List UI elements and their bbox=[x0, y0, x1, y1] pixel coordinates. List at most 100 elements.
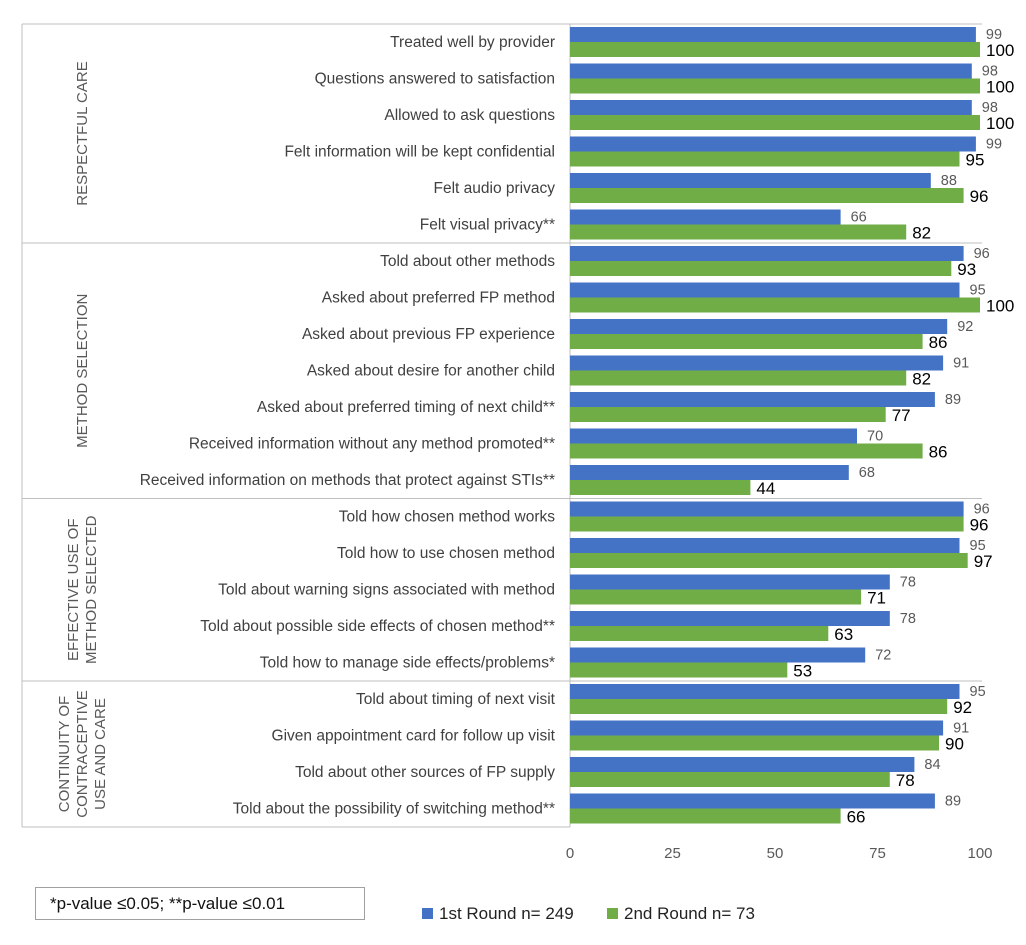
bar-round-2 bbox=[570, 334, 923, 349]
data-label-round-2: 86 bbox=[929, 333, 948, 352]
bar-round-2 bbox=[570, 188, 964, 203]
bar-round-1 bbox=[570, 100, 972, 115]
data-label-round-2: 53 bbox=[793, 662, 812, 681]
bar-round-1 bbox=[570, 209, 841, 225]
category-label: Told how to use chosen method bbox=[337, 545, 555, 562]
bar-round-2 bbox=[570, 78, 980, 94]
bar-round-1 bbox=[570, 428, 857, 444]
bar-round-2 bbox=[570, 224, 907, 240]
data-label-round-2: 86 bbox=[929, 443, 948, 462]
bar-round-1 bbox=[570, 684, 960, 699]
x-tick-label: 50 bbox=[767, 845, 784, 862]
data-label-round-1: 88 bbox=[941, 173, 957, 189]
bar-round-1 bbox=[570, 538, 960, 553]
category-label: Felt visual privacy** bbox=[420, 217, 555, 234]
data-label-round-2: 92 bbox=[953, 698, 972, 717]
category-label: Asked about previous FP experience bbox=[302, 326, 555, 343]
group-label: CONTINUITY OF bbox=[56, 696, 73, 812]
data-label-round-1: 99 bbox=[986, 137, 1002, 153]
bar-round-1 bbox=[570, 647, 866, 663]
bar-round-2 bbox=[570, 735, 939, 751]
category-label: Told about timing of next visit bbox=[356, 691, 556, 708]
bar-round-2 bbox=[570, 480, 751, 495]
data-label-round-1: 89 bbox=[945, 794, 961, 810]
category-label: Told about other sources of FP supply bbox=[295, 764, 555, 781]
bar-round-1 bbox=[570, 501, 964, 517]
category-label: Asked about preferred FP method bbox=[322, 290, 555, 307]
bar-round-1 bbox=[570, 720, 944, 736]
bar-round-2 bbox=[570, 297, 980, 313]
data-label-round-1: 89 bbox=[945, 392, 961, 408]
data-label-round-1: 72 bbox=[875, 648, 891, 664]
legend-swatch-round-2 bbox=[607, 908, 618, 919]
bar-round-1 bbox=[570, 757, 915, 772]
data-label-round-2: 96 bbox=[970, 187, 989, 206]
data-label-round-1: 91 bbox=[953, 721, 969, 737]
data-label-round-2: 90 bbox=[945, 735, 964, 754]
category-label: Told about possible side effects of chos… bbox=[200, 618, 555, 635]
bar-round-2 bbox=[570, 772, 890, 787]
x-tick-label: 25 bbox=[664, 845, 681, 862]
data-label-round-2: 96 bbox=[970, 516, 989, 535]
data-label-round-2: 44 bbox=[756, 479, 775, 498]
group-label: RESPECTFUL CARE bbox=[74, 61, 91, 205]
bar-round-2 bbox=[570, 115, 980, 130]
data-label-round-1: 99 bbox=[986, 27, 1002, 43]
x-tick-label: 75 bbox=[869, 845, 886, 862]
group-label: USE AND CARE bbox=[92, 698, 109, 810]
category-label: Told about other methods bbox=[380, 253, 555, 270]
group-label: METHOD SELECTION bbox=[74, 294, 91, 448]
data-label-round-1: 70 bbox=[867, 429, 883, 445]
data-label-round-2: 100 bbox=[986, 78, 1014, 97]
legend-item-round-2[interactable]: 2nd Round n= 73 bbox=[607, 904, 755, 924]
legend-item-round-1[interactable]: 1st Round n= 249 bbox=[422, 904, 574, 924]
category-label: Told about warning signs associated with… bbox=[218, 582, 555, 599]
category-label: Treated well by provider bbox=[390, 34, 555, 51]
bar-round-2 bbox=[570, 699, 948, 714]
bar-round-2 bbox=[570, 589, 862, 605]
bar-round-1 bbox=[570, 27, 976, 42]
bar-round-1 bbox=[570, 574, 890, 590]
bar-round-1 bbox=[570, 465, 849, 480]
data-label-round-1: 98 bbox=[982, 64, 998, 80]
x-tick-label: 100 bbox=[967, 845, 992, 862]
x-tick-label: 0 bbox=[566, 845, 574, 862]
category-label: Told how to manage side effects/problems… bbox=[260, 655, 555, 672]
group-label: EFFECTIVE USE OF bbox=[65, 518, 82, 661]
data-label-round-1: 92 bbox=[957, 319, 973, 335]
data-label-round-2: 95 bbox=[966, 151, 985, 170]
bar-round-2 bbox=[570, 151, 960, 167]
category-label: Questions answered to satisfaction bbox=[315, 71, 555, 88]
data-label-round-2: 97 bbox=[974, 552, 993, 571]
data-label-round-2: 100 bbox=[986, 297, 1014, 316]
category-label: Felt information will be kept confidenti… bbox=[284, 144, 555, 161]
data-label-round-2: 100 bbox=[986, 114, 1014, 133]
data-label-round-2: 71 bbox=[867, 589, 886, 608]
bar-round-1 bbox=[570, 611, 890, 626]
category-label: Asked about desire for another child bbox=[307, 363, 555, 380]
legend-swatch-round-1 bbox=[422, 908, 433, 919]
bar-round-1 bbox=[570, 246, 964, 261]
data-label-round-1: 78 bbox=[900, 611, 916, 627]
bar-round-2 bbox=[570, 626, 829, 641]
data-label-round-1: 68 bbox=[859, 465, 875, 481]
bar-round-2 bbox=[570, 516, 964, 532]
data-label-round-2: 78 bbox=[896, 771, 915, 790]
bar-round-2 bbox=[570, 42, 980, 57]
bar-round-1 bbox=[570, 793, 935, 809]
bar-round-1 bbox=[570, 355, 944, 371]
bar-round-2 bbox=[570, 808, 841, 824]
bar-round-2 bbox=[570, 443, 923, 459]
category-label: Received information on methods that pro… bbox=[140, 472, 555, 489]
data-label-round-1: 66 bbox=[851, 210, 867, 226]
data-label-round-2: 63 bbox=[834, 625, 853, 644]
data-label-round-2: 93 bbox=[957, 260, 976, 279]
bar-round-1 bbox=[570, 63, 972, 79]
legend-label-round-1: 1st Round n= 249 bbox=[439, 904, 574, 923]
bar-round-1 bbox=[570, 282, 960, 298]
data-label-round-1: 95 bbox=[970, 283, 986, 299]
bar-round-2 bbox=[570, 370, 907, 386]
footnote-text: *p-value ≤0.05; **p-value ≤0.01 bbox=[50, 894, 286, 913]
data-label-round-1: 96 bbox=[974, 246, 990, 262]
